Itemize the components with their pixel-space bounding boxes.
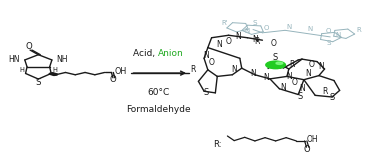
Text: R': R' — [222, 20, 228, 26]
Text: O: O — [226, 37, 231, 45]
Text: N: N — [280, 83, 286, 92]
Text: OH: OH — [114, 67, 127, 76]
Text: S: S — [273, 53, 278, 62]
Text: O: O — [209, 58, 215, 67]
Text: N: N — [250, 69, 256, 78]
Text: N: N — [299, 84, 305, 93]
Text: H: H — [19, 67, 24, 73]
Text: O: O — [291, 78, 297, 87]
Text: S: S — [203, 87, 209, 97]
Text: N: N — [307, 26, 312, 32]
Text: N: N — [216, 40, 222, 49]
Text: O: O — [26, 42, 33, 51]
Text: 60°C: 60°C — [147, 88, 169, 97]
Text: R: R — [322, 87, 327, 96]
Text: S: S — [330, 93, 335, 102]
Text: N: N — [252, 35, 258, 44]
Text: N: N — [318, 62, 324, 71]
Text: R: R — [190, 65, 195, 74]
Text: H: H — [53, 67, 57, 73]
Text: N: N — [231, 65, 237, 74]
Text: R:: R: — [213, 140, 222, 149]
Text: HN: HN — [8, 55, 20, 64]
Text: N: N — [286, 24, 291, 30]
Text: O: O — [303, 145, 310, 154]
Text: R: R — [254, 37, 259, 45]
Text: N: N — [235, 32, 241, 41]
Text: S: S — [326, 40, 331, 46]
Text: R: R — [356, 27, 361, 33]
Text: Formaldehyde: Formaldehyde — [126, 105, 191, 114]
Text: S: S — [36, 78, 41, 86]
Text: OH: OH — [307, 135, 319, 144]
Text: N: N — [335, 32, 340, 38]
Ellipse shape — [276, 62, 283, 64]
Text: S: S — [276, 62, 281, 71]
Text: S: S — [253, 20, 257, 26]
Text: N: N — [286, 72, 292, 81]
Text: O: O — [263, 25, 269, 31]
Text: S: S — [297, 92, 303, 101]
Text: O: O — [110, 75, 117, 84]
Text: N: N — [245, 28, 250, 34]
Text: Anion: Anion — [158, 49, 184, 58]
Text: Acid,: Acid, — [133, 49, 158, 58]
Text: R: R — [289, 60, 294, 69]
Text: O: O — [271, 39, 277, 48]
Text: NH: NH — [57, 55, 68, 64]
Text: O: O — [326, 28, 331, 34]
Text: N: N — [203, 50, 209, 60]
Ellipse shape — [266, 61, 285, 69]
Text: N: N — [263, 73, 269, 82]
Text: O: O — [308, 60, 314, 69]
Text: N: N — [305, 69, 310, 78]
